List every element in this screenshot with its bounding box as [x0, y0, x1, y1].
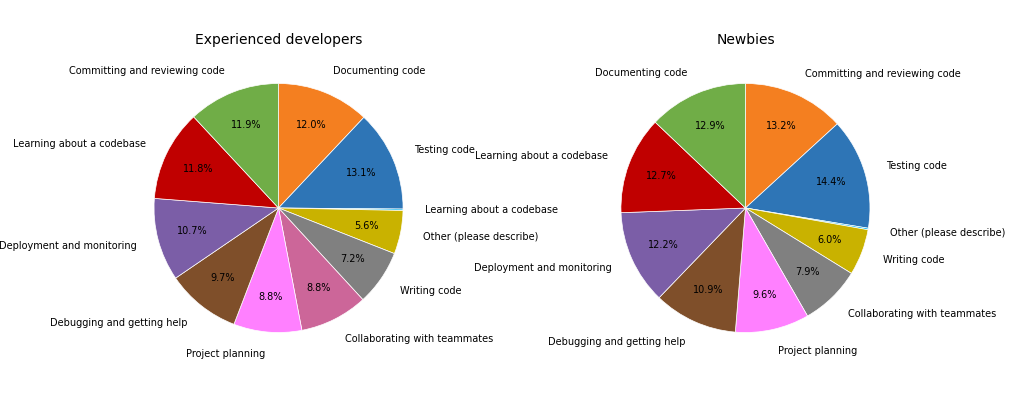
- Wedge shape: [745, 124, 870, 228]
- Wedge shape: [279, 84, 364, 208]
- Text: Project planning: Project planning: [777, 347, 857, 357]
- Text: Committing and reviewing code: Committing and reviewing code: [69, 66, 224, 76]
- Title: Experienced developers: Experienced developers: [195, 33, 362, 47]
- Wedge shape: [279, 117, 403, 209]
- Text: Debugging and getting help: Debugging and getting help: [50, 318, 187, 328]
- Text: Other (please describe): Other (please describe): [890, 228, 1006, 238]
- Text: Deployment and monitoring: Deployment and monitoring: [474, 263, 611, 273]
- Text: 11.8%: 11.8%: [182, 164, 213, 174]
- Wedge shape: [655, 84, 745, 208]
- Wedge shape: [659, 208, 745, 332]
- Wedge shape: [745, 208, 851, 316]
- Wedge shape: [621, 122, 745, 213]
- Wedge shape: [233, 208, 302, 332]
- Text: 7.9%: 7.9%: [796, 267, 820, 277]
- Text: 12.7%: 12.7%: [646, 171, 677, 181]
- Text: Documenting code: Documenting code: [595, 68, 687, 78]
- Text: 7.2%: 7.2%: [340, 254, 365, 264]
- Wedge shape: [279, 208, 394, 300]
- Wedge shape: [279, 208, 403, 254]
- Text: 10.9%: 10.9%: [693, 285, 724, 295]
- Text: 11.9%: 11.9%: [230, 119, 261, 129]
- Wedge shape: [194, 84, 279, 208]
- Text: 8.8%: 8.8%: [306, 283, 331, 293]
- Text: Testing code: Testing code: [887, 161, 947, 171]
- Wedge shape: [621, 208, 745, 298]
- Text: Writing code: Writing code: [883, 255, 944, 265]
- Wedge shape: [155, 117, 279, 208]
- Text: 12.9%: 12.9%: [695, 121, 725, 131]
- Text: 5.6%: 5.6%: [354, 220, 379, 230]
- Wedge shape: [279, 208, 403, 210]
- Text: 8.8%: 8.8%: [258, 292, 283, 302]
- Text: Documenting code: Documenting code: [333, 67, 425, 77]
- Text: 9.6%: 9.6%: [753, 290, 777, 300]
- Text: Learning about a codebase: Learning about a codebase: [13, 139, 146, 149]
- Text: Writing code: Writing code: [399, 286, 461, 296]
- Text: Collaborating with teammates: Collaborating with teammates: [848, 309, 996, 319]
- Text: 12.2%: 12.2%: [648, 240, 679, 250]
- Text: Collaborating with teammates: Collaborating with teammates: [345, 334, 493, 344]
- Text: 13.1%: 13.1%: [346, 168, 376, 178]
- Wedge shape: [154, 198, 279, 278]
- Text: 13.2%: 13.2%: [766, 121, 797, 131]
- Text: Learning about a codebase: Learning about a codebase: [475, 151, 608, 161]
- Text: 9.7%: 9.7%: [211, 273, 236, 283]
- Text: 10.7%: 10.7%: [176, 226, 207, 236]
- Text: Deployment and monitoring: Deployment and monitoring: [0, 241, 136, 251]
- Wedge shape: [735, 208, 808, 332]
- Wedge shape: [745, 84, 838, 208]
- Text: Testing code: Testing code: [414, 145, 474, 155]
- Wedge shape: [176, 208, 279, 324]
- Text: Project planning: Project planning: [186, 349, 265, 359]
- Text: 6.0%: 6.0%: [817, 235, 842, 245]
- Wedge shape: [745, 208, 868, 273]
- Wedge shape: [745, 208, 868, 230]
- Text: Learning about a codebase: Learning about a codebase: [425, 205, 558, 215]
- Text: Committing and reviewing code: Committing and reviewing code: [805, 69, 961, 79]
- Text: 12.0%: 12.0%: [296, 120, 327, 130]
- Text: Other (please describe): Other (please describe): [423, 232, 538, 242]
- Text: Debugging and getting help: Debugging and getting help: [548, 337, 685, 347]
- Wedge shape: [279, 208, 362, 330]
- Text: 14.4%: 14.4%: [816, 178, 847, 188]
- Title: Newbies: Newbies: [716, 33, 775, 47]
